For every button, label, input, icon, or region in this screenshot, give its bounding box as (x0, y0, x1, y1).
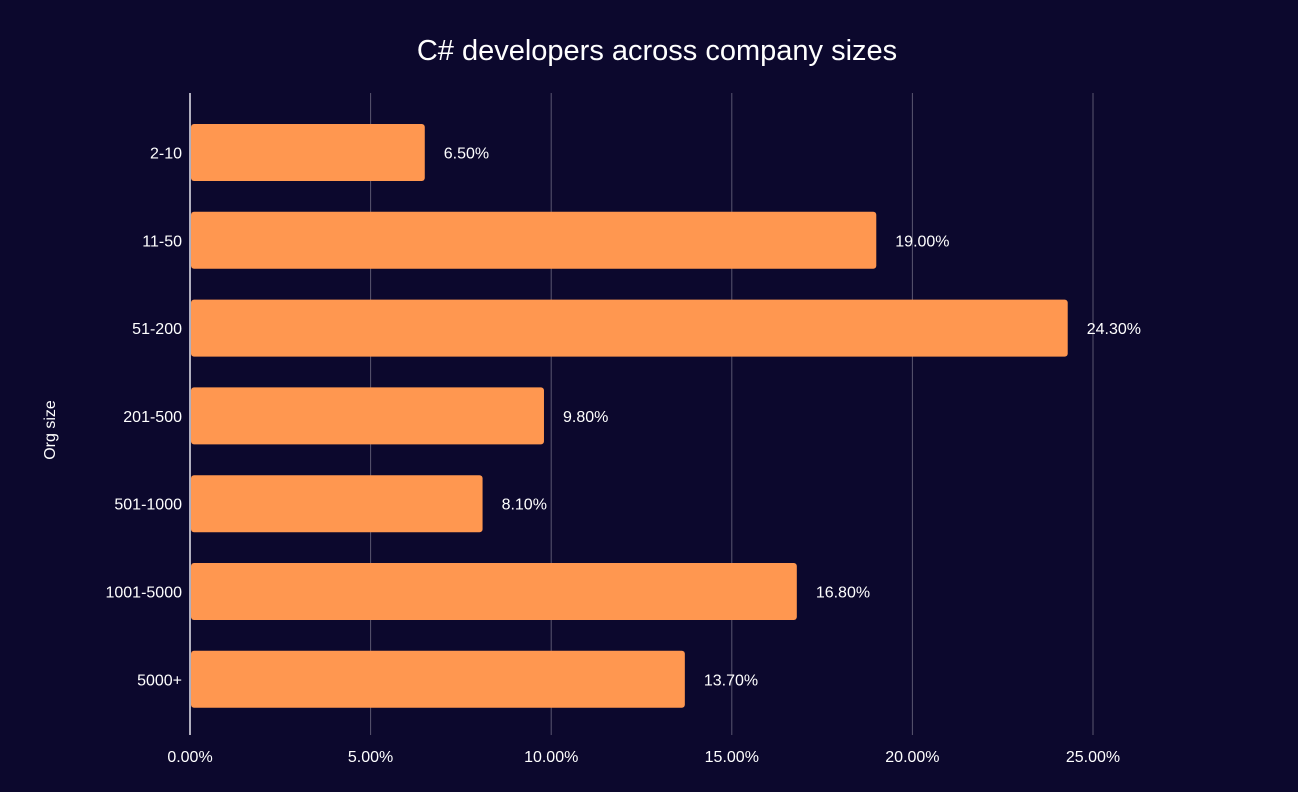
bar (191, 211, 877, 269)
bars (191, 124, 1068, 708)
data-label: 13.70% (704, 672, 758, 689)
data-labels: 6.50% 19.00% 24.30% 9.80% 8.10% 16.80% 13.70% (444, 146, 1141, 690)
y-tick-label: 11-50 (142, 233, 182, 250)
x-tick-label: 20.00% (885, 749, 939, 766)
y-tick-label: 2-10 (150, 146, 182, 163)
bar (191, 475, 483, 533)
x-tick-label: 0.00% (167, 749, 212, 766)
y-tick-label: 5000+ (137, 672, 182, 689)
data-label: 6.50% (444, 146, 489, 163)
y-tick-label: 51-200 (132, 321, 182, 338)
y-tick-label: 501-1000 (114, 497, 182, 514)
data-label: 19.00% (895, 233, 949, 250)
bar (191, 387, 544, 445)
bar (191, 563, 797, 620)
y-tick-label: 1001-5000 (105, 585, 182, 602)
x-tick-label: 5.00% (348, 749, 393, 766)
bar (191, 299, 1068, 357)
y-axis-tick-labels: 2-10 11-50 51-200 201-500 501-1000 1001-5000 5… (105, 146, 182, 690)
x-tick-label: 15.00% (705, 749, 759, 766)
data-label: 16.80% (816, 585, 870, 602)
data-label: 9.80% (563, 409, 608, 426)
data-label: 24.30% (1087, 321, 1141, 338)
x-tick-label: 25.00% (1066, 749, 1120, 766)
x-axis-tick-labels: 0.00% 5.00% 10.00% 15.00% 20.00% 25.00% (167, 749, 1120, 766)
bar (191, 650, 685, 708)
data-label: 8.10% (502, 497, 547, 514)
x-tick-label: 10.00% (524, 749, 578, 766)
bar (191, 124, 425, 181)
chart-title: C# developers across company sizes (417, 35, 897, 67)
y-axis-title: Org size (42, 400, 59, 460)
gridlines (370, 93, 1094, 735)
y-tick-label: 201-500 (123, 409, 182, 426)
